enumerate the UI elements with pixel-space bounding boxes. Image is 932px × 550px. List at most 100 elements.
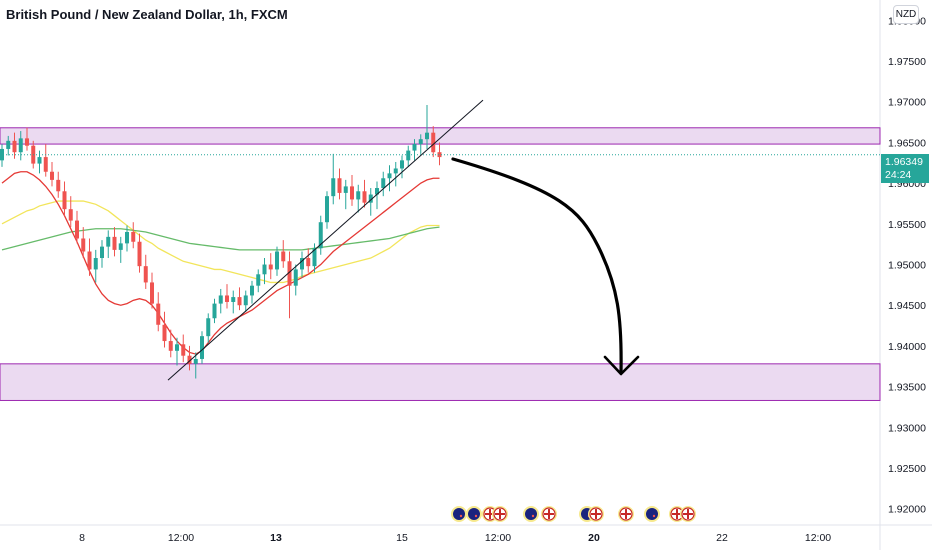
candle-body	[156, 303, 161, 325]
price-tick: 1.93500	[888, 382, 926, 394]
candle-body	[231, 297, 236, 302]
candle-body	[318, 222, 323, 249]
price-tick: 1.92500	[888, 463, 926, 475]
candle-body	[93, 258, 98, 270]
ma-yellow-line	[1, 200, 440, 284]
candles-layer	[0, 105, 442, 379]
candle-body	[325, 196, 329, 223]
event-flag	[453, 508, 465, 520]
candle-body	[125, 231, 129, 244]
candle-body	[262, 264, 267, 275]
candle-body	[212, 303, 217, 319]
candle-body	[300, 258, 304, 270]
candle-body	[237, 297, 242, 306]
uk-flag-icon	[492, 506, 508, 522]
candle-body	[56, 179, 61, 192]
flag-star	[652, 514, 656, 518]
moving-averages-layer	[1, 171, 440, 355]
price-tick: 1.96500	[888, 137, 926, 149]
zones-layer	[0, 127, 881, 401]
candle-body	[87, 251, 92, 270]
chart-title: British Pound / New Zealand Dollar, 1h, …	[6, 7, 288, 22]
candle-body	[368, 194, 373, 203]
nz-flag-icon	[644, 506, 660, 522]
currency-badge[interactable]: NZD	[893, 5, 919, 24]
candle-body	[0, 148, 4, 161]
candle-body	[131, 231, 136, 242]
price-tick: 1.92000	[888, 504, 926, 516]
candle-body	[150, 282, 154, 304]
time-axis[interactable]: 8 12:00 13 15 12:00 20 22 12:00	[79, 532, 831, 544]
nz-flag-icon	[451, 506, 467, 522]
candle-body	[387, 173, 392, 179]
candle-body	[43, 157, 48, 172]
price-tick: 1.94500	[888, 300, 926, 312]
candle-body	[62, 191, 67, 210]
candle-body	[381, 178, 386, 189]
nz-flag-icon	[523, 506, 539, 522]
candle-body	[193, 358, 198, 364]
candle-body	[362, 191, 367, 203]
candle-body	[437, 152, 442, 158]
candle-body	[75, 220, 79, 239]
price-tick: 1.97000	[888, 97, 926, 109]
candle-body	[375, 188, 379, 195]
events-row	[451, 506, 696, 522]
candle-body	[343, 186, 348, 193]
uk-flag-icon	[541, 506, 557, 522]
candle-body	[206, 318, 211, 337]
candle-body	[181, 344, 186, 356]
candle-body	[331, 178, 336, 197]
candle-body	[18, 138, 23, 153]
trendline	[167, 99, 484, 381]
candle-body	[287, 261, 292, 286]
candle-body	[393, 168, 398, 174]
candle-body	[412, 144, 417, 151]
candle-body	[6, 140, 11, 149]
time-tick: 12:00	[485, 532, 511, 544]
candle-body	[68, 209, 73, 221]
nz-flag-icon	[466, 506, 482, 522]
plot-area[interactable]	[0, 0, 880, 525]
time-tick: 13	[270, 532, 282, 544]
candle-body	[275, 251, 279, 270]
candle-body	[175, 344, 179, 351]
time-tick: 12:00	[805, 532, 831, 544]
time-tick: 22	[716, 532, 728, 544]
price-tick: 1.93000	[888, 422, 926, 434]
candle-body	[281, 251, 286, 262]
candle-body	[356, 191, 361, 200]
uk-flag-icon	[588, 506, 604, 522]
candle-body	[268, 264, 273, 270]
candle-body	[250, 285, 254, 296]
time-tick: 15	[396, 532, 408, 544]
candle-body	[12, 140, 17, 153]
candle-body	[118, 243, 123, 250]
price-axis[interactable]: 1.980001.975001.970001.965001.960001.955…	[888, 15, 926, 515]
forecast-arrow-head	[603, 355, 640, 376]
candle-body	[162, 324, 167, 342]
candle-body	[81, 238, 86, 252]
candle-body	[418, 139, 423, 145]
uk-flag-icon	[680, 506, 696, 522]
candle-body	[431, 132, 436, 153]
candle-body	[168, 341, 173, 351]
event-flag	[468, 508, 480, 520]
candle-body	[106, 236, 111, 247]
candle-body	[50, 171, 54, 180]
candle-body	[37, 157, 42, 164]
ma-red-line	[1, 171, 440, 355]
candle-body	[143, 266, 148, 283]
resistance-zone	[0, 127, 881, 145]
candle-body	[100, 246, 104, 259]
drawing-layer	[0, 99, 880, 381]
uk-flag-icon	[618, 506, 634, 522]
time-tick: 20	[588, 532, 600, 544]
candle-body	[187, 355, 192, 364]
candle-body	[306, 258, 311, 267]
uk-flag-icon	[669, 506, 685, 522]
flag-star	[474, 514, 478, 518]
time-tick: 12:00	[168, 532, 194, 544]
